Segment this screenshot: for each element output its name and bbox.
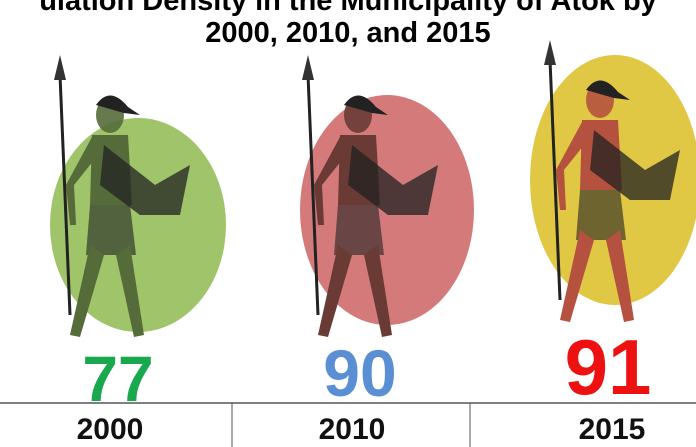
year-label: 2015 (579, 413, 646, 446)
value-label: 77 (82, 343, 153, 415)
chart: 772000 902010 912015 ulation Density in th… (0, 0, 696, 447)
year-label: 2010 (319, 413, 386, 446)
infographic: 772000 902010 912015 ulation Density in th… (0, 0, 696, 447)
year-label: 2000 (77, 413, 144, 446)
title: ulation Density in the Municipality of A… (39, 0, 657, 17)
title: 2000, 2010, and 2015 (205, 17, 490, 49)
value-label: 90 (323, 336, 396, 410)
value-label: 91 (565, 323, 652, 411)
